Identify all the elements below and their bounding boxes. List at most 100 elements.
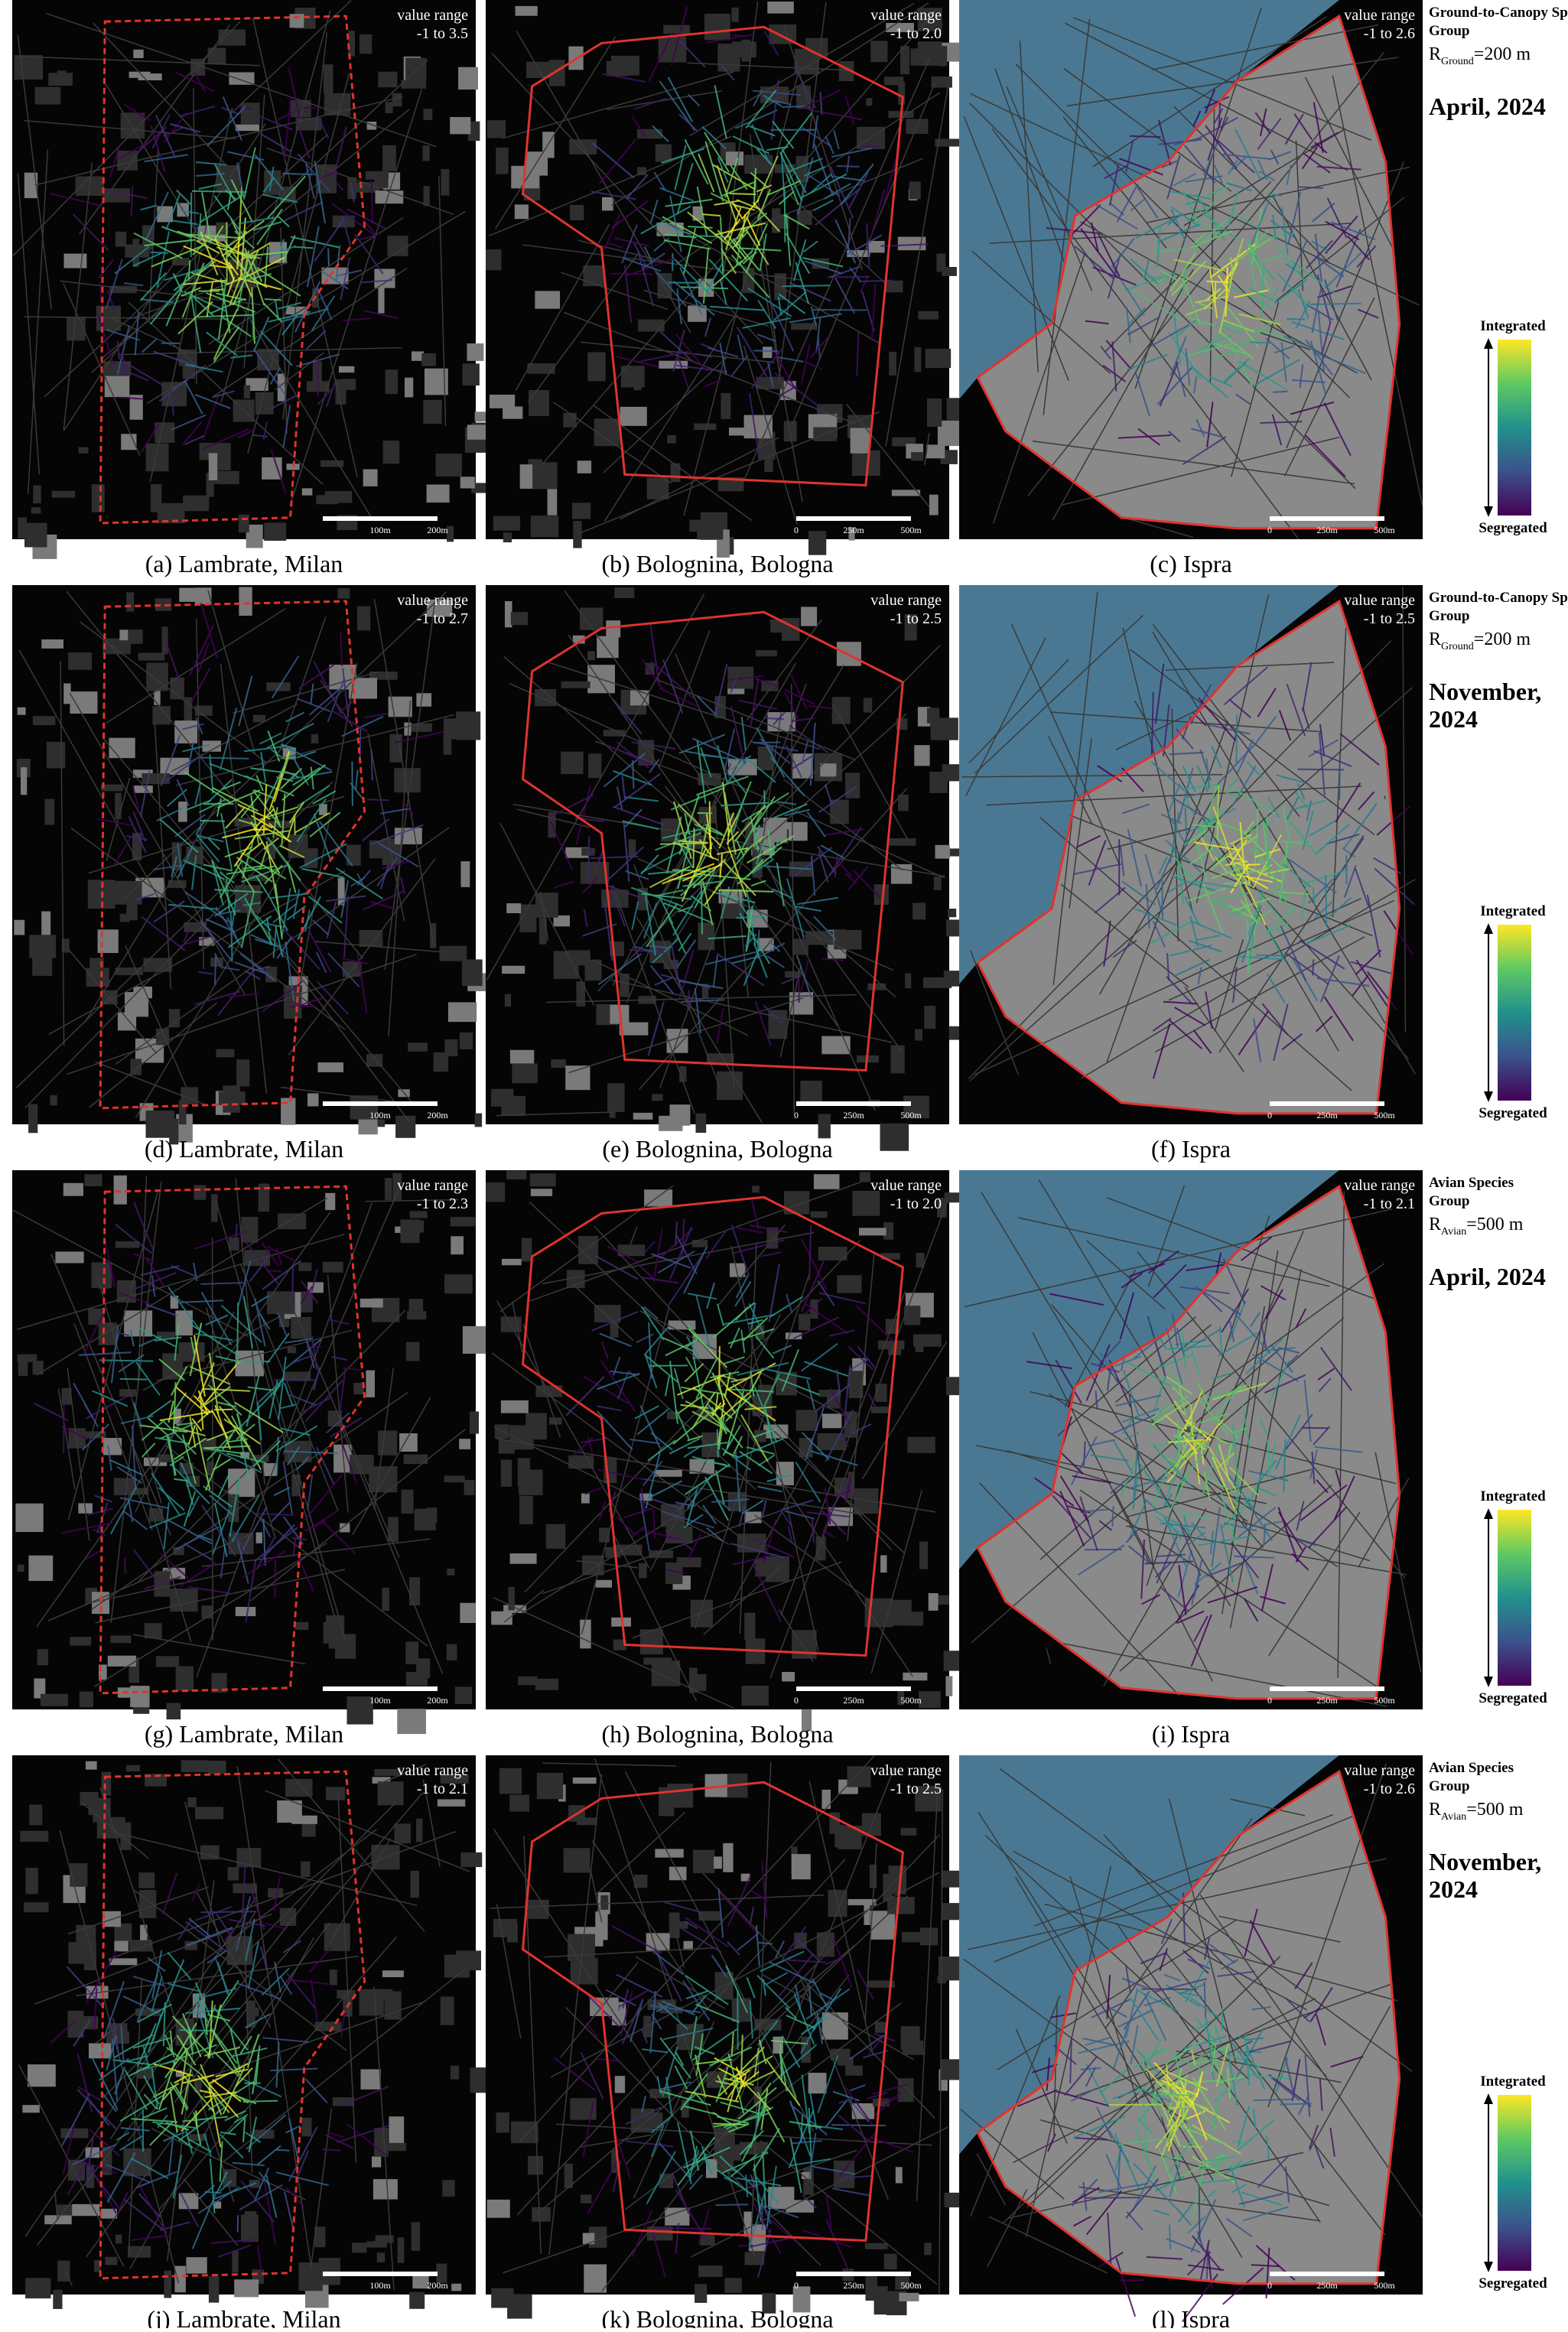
building: [907, 1437, 935, 1453]
building: [378, 1431, 397, 1455]
building: [700, 2235, 715, 2246]
building: [216, 1049, 235, 1058]
building: [244, 385, 250, 398]
building: [870, 1911, 895, 1940]
building: [441, 169, 450, 196]
building: [927, 398, 942, 427]
value-range: -1 to 2.5: [1364, 610, 1415, 627]
building: [436, 454, 462, 476]
building: [174, 2266, 186, 2293]
panel-caption: (g) Lambrate, Milan: [145, 1720, 343, 1748]
corridor: [701, 879, 702, 934]
building: [50, 1095, 57, 1105]
building: [48, 73, 73, 86]
building: [944, 1651, 961, 1670]
building: [499, 1439, 515, 1453]
radius-value: =500 m: [1466, 1800, 1524, 1820]
radius-subscript: Avian: [1441, 1226, 1466, 1238]
building: [29, 935, 56, 958]
building: [194, 1186, 207, 1200]
scale-label: 100m: [369, 2280, 391, 2291]
building: [28, 1104, 37, 1133]
arrow-head: [1484, 2262, 1493, 2272]
building: [512, 1063, 537, 1083]
radius: RAvian=500 m: [1429, 1215, 1524, 1238]
building: [924, 1006, 935, 1029]
scale-label: 500m: [1374, 1110, 1395, 1120]
building: [424, 109, 433, 120]
building: [875, 1384, 886, 1402]
building: [491, 2288, 514, 2308]
building: [236, 1059, 249, 1086]
building: [814, 1174, 840, 1189]
building: [156, 1656, 179, 1667]
panel-caption: (d) Lambrate, Milan: [145, 1135, 343, 1163]
building: [409, 1299, 423, 1318]
legend-top-label: Integrated: [1480, 1488, 1546, 1504]
building: [918, 311, 939, 320]
panel-caption: (j) Lambrate, Milan: [147, 2305, 340, 2328]
scale-bar: [323, 1686, 438, 1691]
building: [772, 208, 780, 233]
value-range-title: value range: [1344, 7, 1415, 24]
corridor: [292, 1266, 293, 1298]
building: [398, 2237, 405, 2262]
group-title-text: Group: [1429, 608, 1470, 624]
building: [506, 1170, 526, 1179]
building: [834, 2161, 854, 2188]
building: [415, 1221, 424, 1233]
building: [551, 1059, 565, 1068]
building: [70, 1637, 91, 1645]
building: [752, 1186, 760, 1192]
building: [583, 2233, 594, 2245]
building: [18, 707, 26, 715]
date: April, 2024: [1429, 93, 1546, 120]
building: [451, 1217, 476, 1226]
building: [721, 393, 731, 419]
building: [70, 691, 97, 714]
building: [138, 653, 165, 661]
building: [878, 1341, 905, 1350]
building: [28, 1556, 53, 1581]
group-title-text: Group: [1429, 1193, 1470, 1209]
building: [717, 44, 740, 72]
building: [335, 1634, 356, 1658]
building: [236, 1607, 256, 1616]
building: [412, 2222, 421, 2250]
building: [744, 154, 773, 174]
building: [421, 353, 436, 366]
building: [37, 1649, 48, 1665]
scale-label: 250m: [843, 2280, 864, 2291]
building: [530, 1173, 556, 1186]
corridor: [1280, 2103, 1312, 2104]
corridor: [196, 2110, 197, 2128]
building: [80, 1692, 93, 1708]
building: [518, 1677, 537, 1686]
building: [510, 1553, 537, 1564]
building: [577, 460, 591, 473]
building: [114, 1941, 128, 1952]
radius-symbol: R: [1429, 1800, 1441, 1820]
scale-bar: [323, 1101, 438, 1106]
building: [105, 2257, 117, 2265]
building: [487, 2200, 510, 2218]
building: [695, 2284, 707, 2303]
building: [606, 620, 620, 637]
building: [503, 407, 522, 419]
building: [475, 1114, 483, 1127]
building: [15, 55, 43, 80]
building: [817, 1433, 846, 1450]
building: [525, 1900, 548, 1919]
building: [264, 523, 286, 542]
building: [614, 587, 634, 598]
corridor: [1085, 2197, 1140, 2198]
building: [587, 651, 595, 660]
building: [377, 2252, 385, 2262]
building: [744, 2212, 752, 2237]
building: [236, 125, 259, 132]
